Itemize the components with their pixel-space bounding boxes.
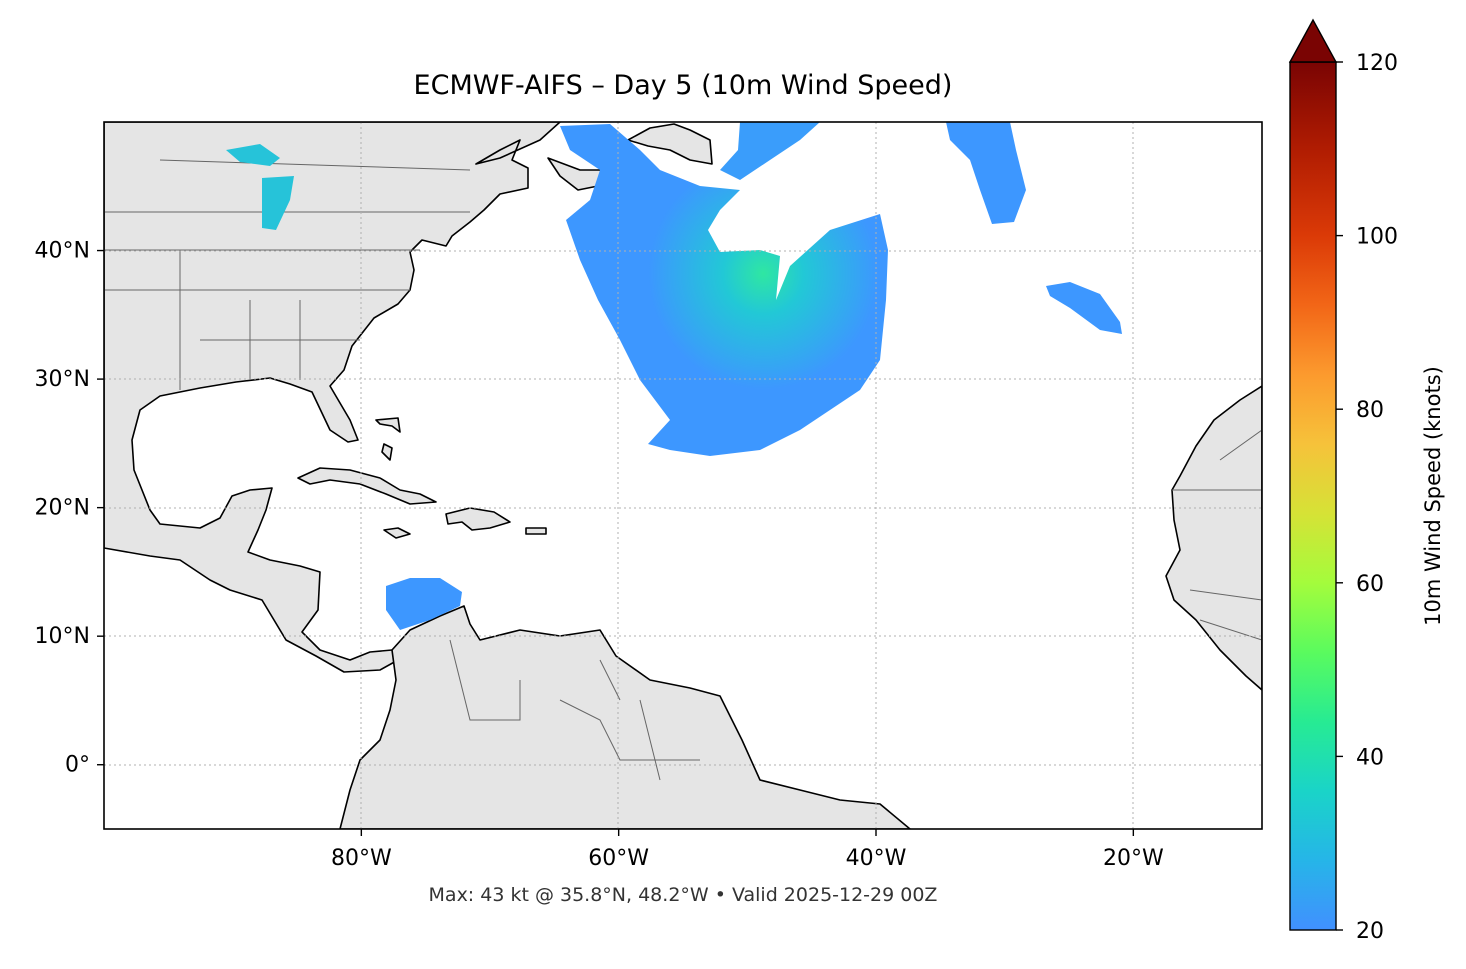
colorbar-label: 10m Wind Speed (knots) — [1421, 366, 1445, 626]
longitude-tick-labels: 80°W 60°W 40°W 20°W — [331, 829, 1164, 871]
lat-tick-label: 20°N — [35, 496, 90, 521]
latitude-tick-labels: 40°N 30°N 20°N 10°N 0° — [35, 239, 104, 778]
wind-field-great-lakes — [226, 144, 294, 230]
lon-tick-label: 20°W — [1103, 846, 1164, 871]
colorbar: 120 100 80 60 40 20 10m Wind Speed (knots) — [1288, 18, 1445, 944]
lon-tick-label: 80°W — [331, 846, 392, 871]
colorbar-ticks: 120 100 80 60 40 20 — [1336, 51, 1398, 944]
lon-tick-label: 60°W — [588, 846, 649, 871]
map-frame — [103, 121, 1263, 830]
wind-field-east — [1046, 282, 1122, 334]
land-hispaniola — [445, 507, 511, 531]
gridlines — [104, 122, 1262, 829]
land-bahamas — [375, 417, 401, 461]
colorbar-tick-label: 20 — [1356, 919, 1384, 944]
colorbar-tick-label: 80 — [1356, 398, 1384, 423]
lat-tick-label: 40°N — [35, 239, 90, 264]
wind-field-north — [720, 122, 820, 180]
wind-field-storm — [560, 124, 888, 456]
land-cuba — [297, 467, 437, 505]
footer-note: Max: 43 kt @ 35.8°N, 48.2°W • Valid 2025… — [428, 884, 938, 906]
lat-tick-label: 30°N — [35, 367, 90, 392]
wind-field-northeast — [946, 122, 1026, 224]
colorbar-tick-label: 100 — [1356, 225, 1398, 250]
colorbar-extend-arrow — [1288, 18, 1338, 63]
colorbar-tick-label: 40 — [1356, 745, 1384, 770]
colorbar-gradient — [1289, 61, 1337, 931]
land-jamaica — [383, 527, 411, 539]
wind-field-layer — [226, 122, 1122, 630]
colorbar-tick-label: 60 — [1356, 572, 1384, 597]
land-south-america — [339, 605, 911, 829]
lat-tick-label: 0° — [65, 753, 90, 778]
land-newfoundland — [627, 123, 713, 165]
map-title: ECMWF-AIFS – Day 5 (10m Wind Speed) — [413, 70, 953, 101]
colorbar-tick-label: 120 — [1356, 51, 1398, 76]
wind-field-caribbean — [386, 578, 462, 630]
lon-tick-label: 40°W — [846, 846, 907, 871]
lat-tick-label: 10°N — [35, 624, 90, 649]
land-puerto-rico — [525, 527, 547, 535]
land-africa — [1165, 385, 1262, 691]
